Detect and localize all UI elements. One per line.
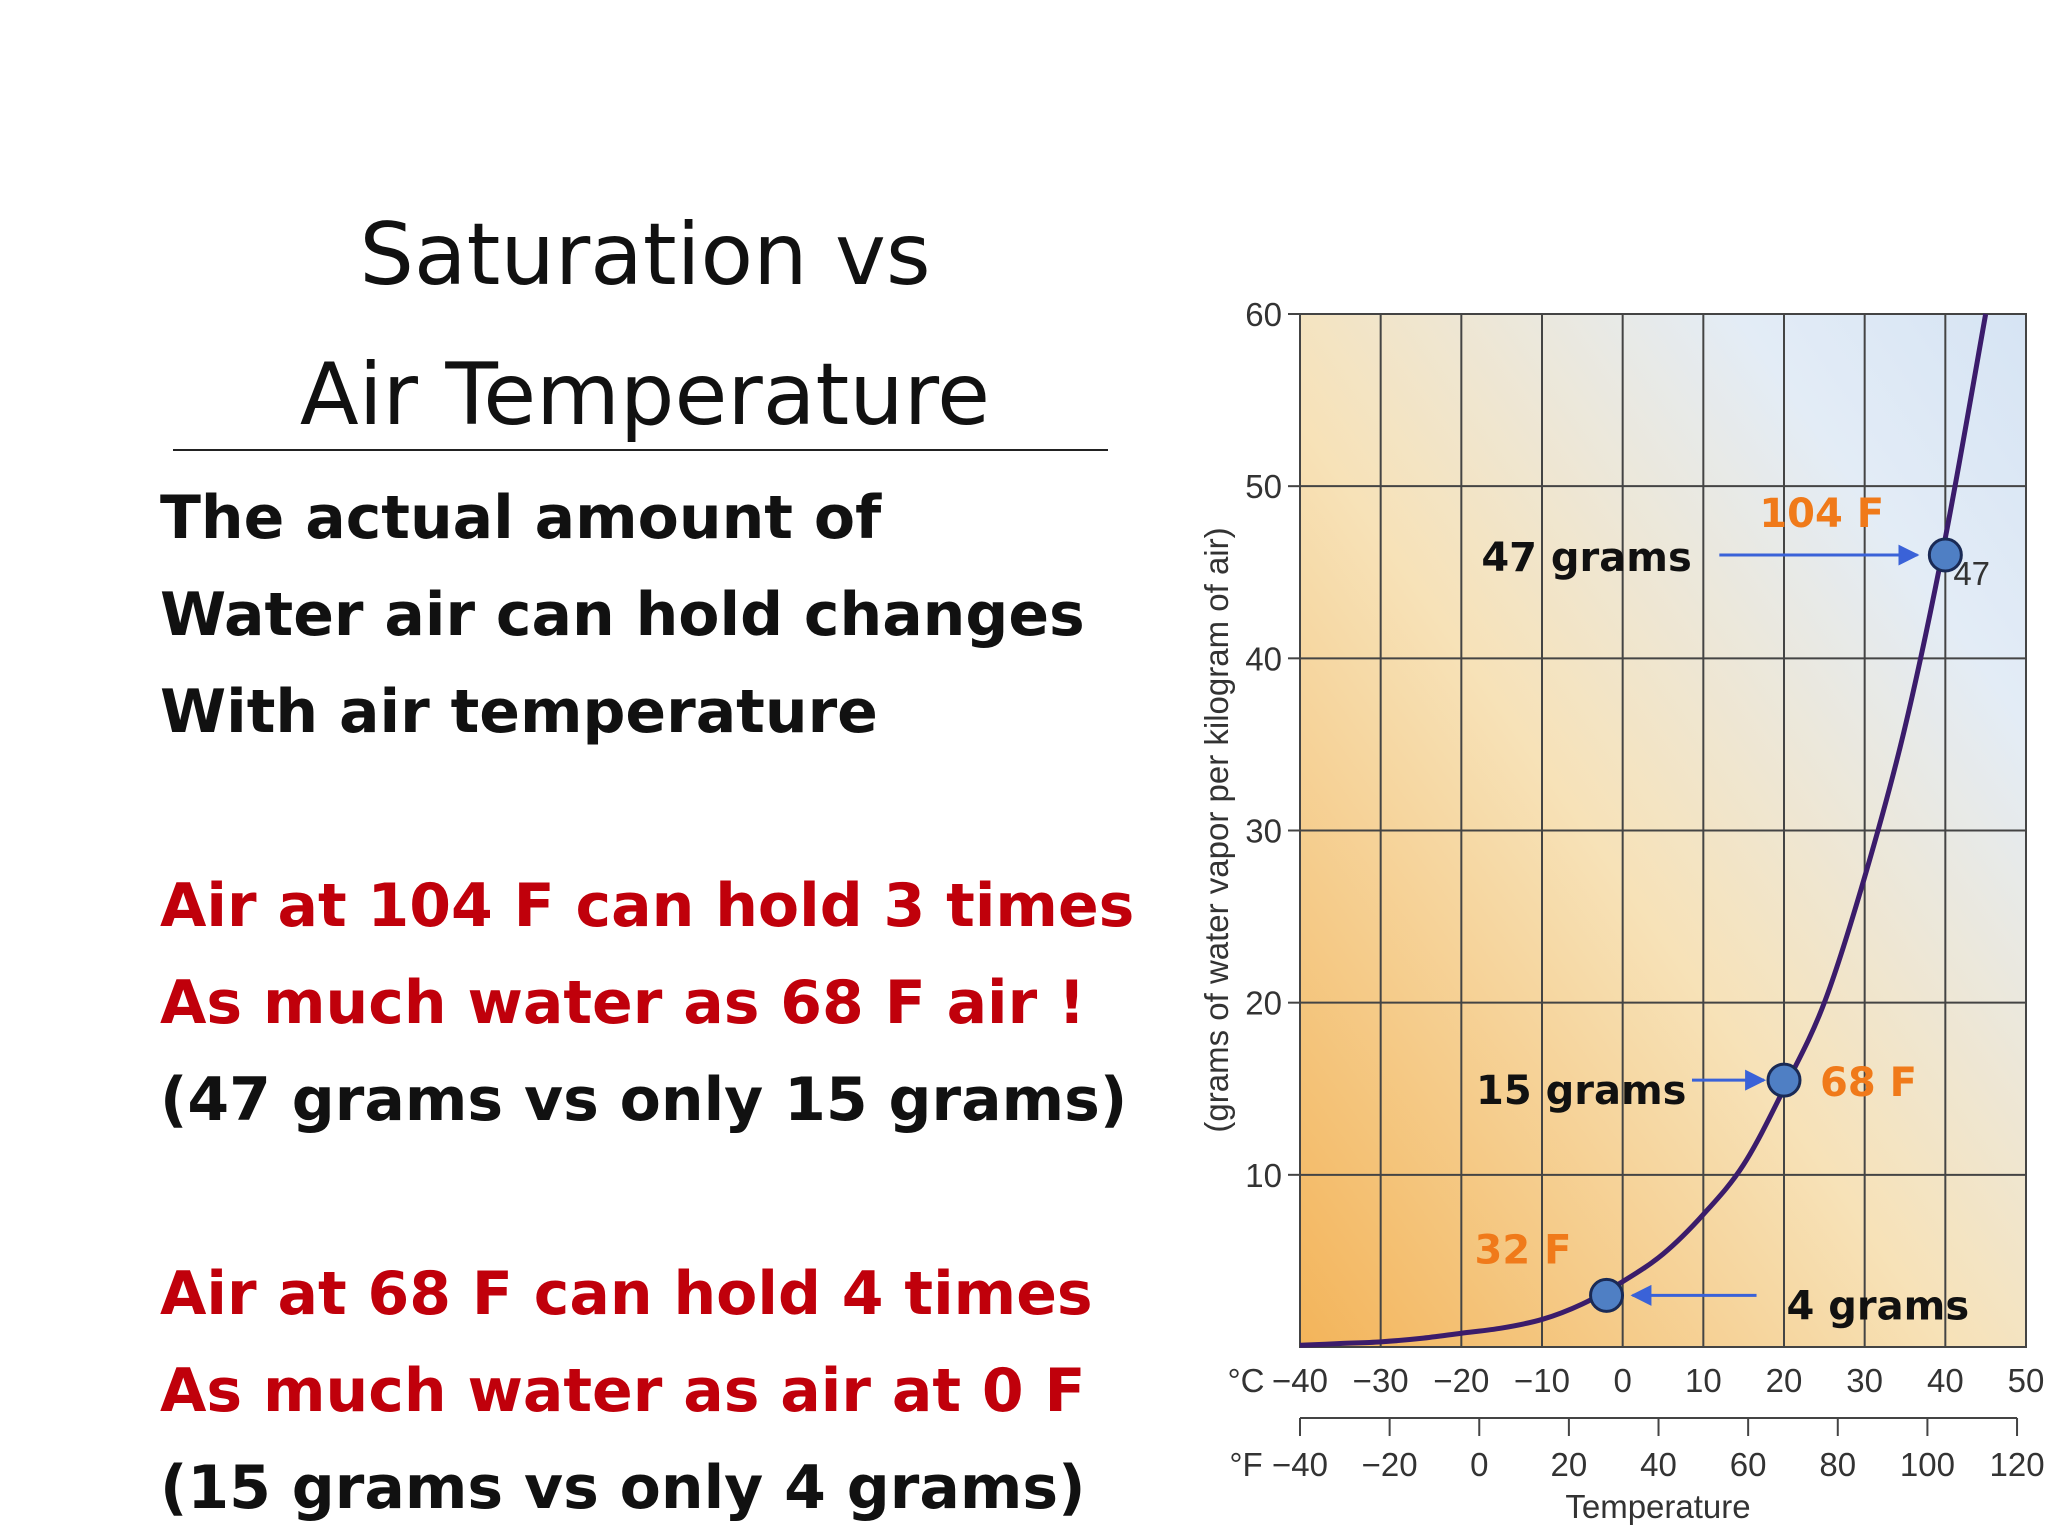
y-tick-label: 60 [1245, 296, 1282, 333]
x-tick-label-celsius: −20 [1433, 1362, 1489, 1399]
x-tick-label-fahrenheit: 120 [1990, 1446, 2045, 1483]
saturation-curve [1299, 313, 1989, 1348]
body-line: Water air can hold changes [160, 580, 1085, 650]
x-tick-label-celsius: 0 [1613, 1362, 1631, 1399]
x-tick-label-fahrenheit: 0 [1470, 1446, 1488, 1483]
amount-label-68f: 15 grams [1476, 1068, 1686, 1114]
amount-label-104f: 47 grams [1481, 535, 1691, 581]
x-tick-label-celsius: 40 [1927, 1362, 1964, 1399]
slide-body: The actual amount of Water air can hold … [160, 470, 1140, 1537]
x-tick-label-celsius: 10 [1685, 1362, 1722, 1399]
fahrenheit-unit-label: °F [1229, 1446, 1262, 1483]
title-line-1: Saturation vs [359, 205, 931, 305]
x-tick-label-fahrenheit: 40 [1640, 1446, 1677, 1483]
x-tick-label-fahrenheit: 60 [1730, 1446, 1767, 1483]
temp-label-32f: 32 F [1475, 1227, 1572, 1273]
x-tick-label-fahrenheit: 100 [1900, 1446, 1955, 1483]
y-tick-label: 50 [1245, 468, 1282, 505]
x-tick-label-fahrenheit: −20 [1362, 1446, 1418, 1483]
data-point [1927, 537, 1963, 573]
y-tick-label: 30 [1245, 813, 1282, 850]
body-line: (47 grams vs only 15 grams) [160, 1065, 1128, 1135]
body-line: With air temperature [160, 677, 878, 747]
data-point [1589, 1277, 1625, 1313]
x-tick-label-fahrenheit: 80 [1819, 1446, 1856, 1483]
y-tick-label: 10 [1245, 1157, 1282, 1194]
x-tick-label-celsius: −10 [1514, 1362, 1570, 1399]
x-tick-label-celsius: 20 [1766, 1362, 1803, 1399]
y-tick-label: 20 [1245, 985, 1282, 1022]
x-tick-label-celsius: 50 [2008, 1362, 2045, 1399]
x-tick-label-fahrenheit: −40 [1272, 1446, 1328, 1483]
x-tick-label-celsius: 30 [1846, 1362, 1883, 1399]
x-axis-label: Temperature [1565, 1488, 1750, 1525]
body-line: The actual amount of [160, 483, 882, 553]
body-line: (15 grams vs only 4 grams) [160, 1453, 1086, 1523]
celsius-unit-label: °C [1227, 1362, 1264, 1399]
temp-label-104f: 104 F [1759, 491, 1884, 537]
body-line-highlight: As much water as air at 0 F [160, 1356, 1086, 1426]
data-point [1766, 1062, 1802, 1098]
temp-label-68f: 68 F [1820, 1060, 1917, 1106]
body-line-highlight: Air at 104 F can hold 3 times [160, 871, 1135, 941]
body-line-highlight: Air at 68 F can hold 4 times [160, 1259, 1093, 1329]
x-tick-label-celsius: −30 [1353, 1362, 1409, 1399]
x-tick-label-fahrenheit: 20 [1551, 1446, 1588, 1483]
y-tick-label: 40 [1245, 640, 1282, 677]
y-axis-label: (grams of water vapor per kilogram of ai… [1198, 527, 1235, 1132]
slide-title: Saturation vs Air Temperature [175, 185, 1115, 465]
body-line-highlight: As much water as 68 F air ! [160, 968, 1086, 1038]
amount-label-32f: 4 grams [1787, 1283, 1970, 1329]
title-line-2: Air Temperature [299, 345, 991, 445]
title-divider [173, 449, 1108, 451]
x-tick-label-celsius: −40 [1272, 1362, 1328, 1399]
